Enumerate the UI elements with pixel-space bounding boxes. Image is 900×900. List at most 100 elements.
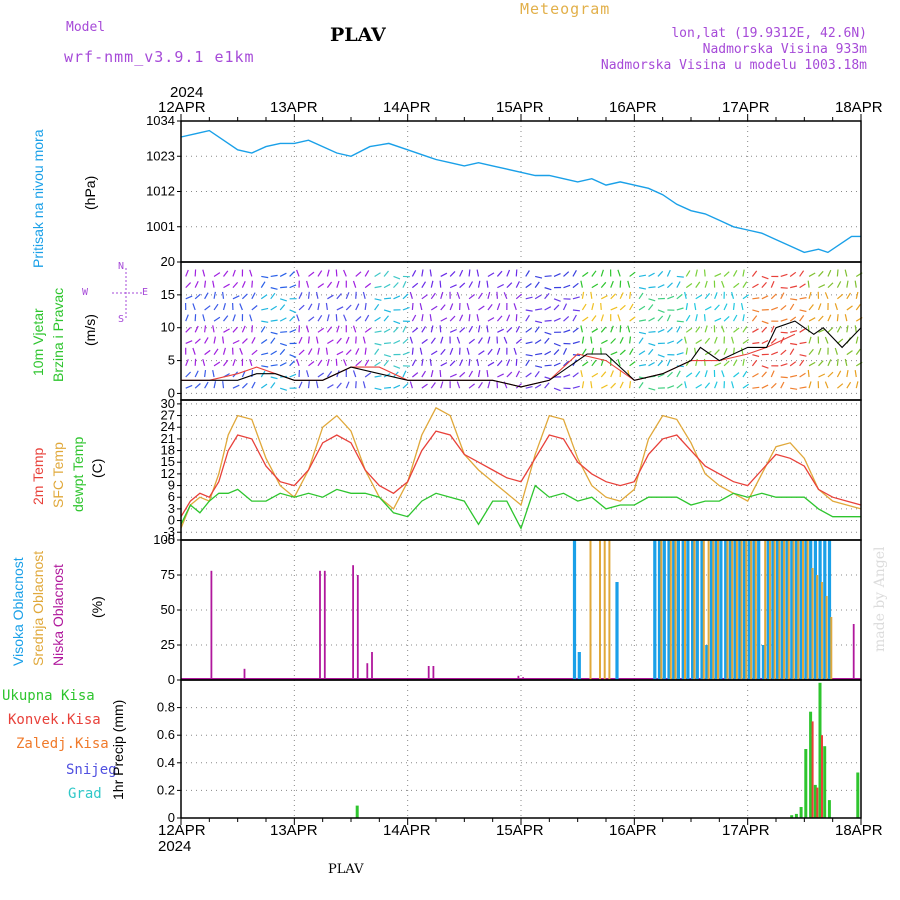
cloud-high-bar: [695, 540, 699, 680]
precip-total-bar: [790, 815, 794, 818]
wind-barb: [478, 381, 483, 389]
wind-barb: [742, 294, 750, 300]
wind-barb: [676, 370, 681, 378]
cloud-low-bar: [852, 624, 855, 680]
wind-barb: [468, 383, 475, 389]
wind-barb: [563, 315, 570, 322]
wind-barb: [503, 292, 508, 300]
wind-barb: [325, 302, 328, 311]
wind-barb: [610, 351, 618, 356]
wind-barb: [627, 325, 631, 333]
wind-barb: [393, 320, 401, 325]
wind-barb: [799, 270, 805, 277]
wind-barb: [202, 269, 206, 277]
compass-w: W: [82, 287, 89, 298]
wind-barb: [703, 314, 706, 322]
cloud-high-bar: [827, 540, 832, 680]
wind-barb: [629, 271, 636, 277]
wind-barb: [289, 354, 297, 358]
wind-barb: [544, 306, 552, 311]
wind-barb: [600, 359, 604, 367]
wind-barb: [336, 370, 340, 378]
wind-barb: [714, 381, 718, 389]
wind-barb: [478, 305, 485, 311]
wind-barb: [506, 282, 513, 289]
wind-barb: [336, 350, 344, 356]
cloud-high-bar: [818, 540, 822, 680]
wind-barb: [280, 331, 288, 333]
wind-barb: [260, 294, 268, 300]
wind-barb: [374, 303, 380, 311]
wind-barb: [799, 341, 807, 345]
wind-barb: [393, 282, 399, 289]
wind-barb: [185, 326, 192, 333]
wind-barb: [515, 383, 522, 389]
y-tick-label: 12: [161, 466, 175, 481]
wind-barb: [648, 375, 656, 378]
wind-barb: [629, 316, 636, 322]
wind-barb: [666, 282, 673, 289]
wind-barb: [402, 338, 409, 344]
cloud-low-bar: [366, 663, 369, 680]
wind-barb: [818, 270, 824, 277]
pressure-unit: (hPa): [82, 175, 98, 210]
wind-barb: [752, 297, 760, 300]
wind-barb: [430, 350, 438, 356]
wind-barb: [280, 375, 288, 378]
wind-barb: [648, 348, 654, 356]
wind-barb: [411, 359, 417, 367]
wind-barb: [694, 303, 697, 311]
wind-barb: [393, 365, 401, 369]
wind-barb: [478, 350, 485, 356]
wind-barb: [307, 291, 310, 299]
wind-barb: [836, 281, 842, 288]
wind-barb: [780, 381, 785, 389]
wind-barb: [817, 303, 822, 311]
cloud-mid-bar: [660, 540, 663, 680]
wind-barb: [799, 297, 807, 300]
cloud-mid-bar: [599, 540, 601, 680]
wind-barb: [666, 371, 673, 378]
cloud-low-bar: [352, 565, 354, 680]
wind-barb: [251, 325, 253, 333]
wind-barb: [317, 302, 320, 311]
wind-barb: [572, 270, 577, 277]
wind-barb: [261, 307, 269, 311]
wind-barb: [714, 362, 722, 367]
wind-barb: [515, 338, 522, 344]
y-tick-label: 5: [168, 353, 175, 368]
wind-barb: [836, 314, 839, 322]
wind-barb: [807, 325, 810, 333]
wind-barb: [261, 365, 269, 368]
credit-watermark: made by Angel: [872, 546, 888, 653]
wind-barb: [751, 315, 758, 322]
wind-barb: [562, 303, 568, 311]
cloud-low-bar: [371, 652, 373, 680]
frame-layer: 100110121023103405101520-5-3036912151821…: [146, 113, 862, 825]
cloud-mid-bar: [783, 540, 786, 680]
wind-barb: [440, 348, 446, 356]
wind-barb: [298, 292, 303, 300]
wind-barb: [383, 386, 392, 389]
wind-barb: [486, 370, 489, 378]
wind-barb: [601, 384, 608, 389]
wind-barb: [326, 281, 333, 288]
wind-title-2: Brzina i Pravac: [50, 287, 66, 382]
wind-barb: [684, 291, 687, 299]
wind-barb: [477, 337, 483, 344]
wind-barb: [439, 369, 442, 378]
wind-barb: [610, 382, 617, 389]
wind-barb: [751, 270, 758, 277]
wind-barb: [223, 270, 229, 277]
wind-barb: [289, 309, 297, 314]
wind-barb: [684, 381, 687, 389]
cloud-mid-bar: [820, 582, 823, 680]
y-tick-label: 1023: [146, 148, 175, 163]
wind-barb: [535, 320, 543, 324]
wind-barb: [374, 316, 381, 322]
wind-barb: [279, 387, 287, 391]
wind-barb: [854, 325, 857, 333]
wind-barb: [298, 304, 305, 311]
wind-barb: [827, 371, 834, 378]
cloud-mid-bar: [787, 540, 790, 680]
